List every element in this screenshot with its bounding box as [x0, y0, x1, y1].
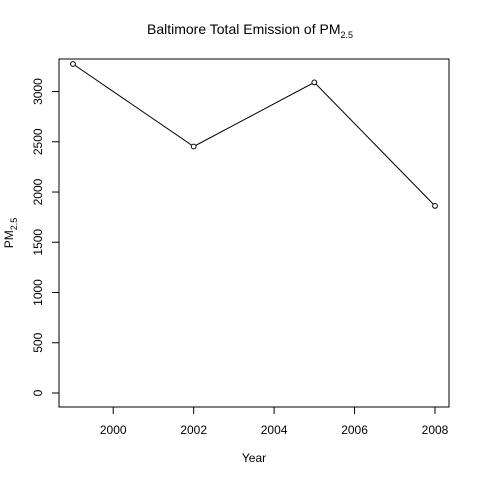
y-tick-label: 1500	[31, 229, 45, 256]
data-point	[70, 61, 76, 67]
y-axis-title: PM2.5	[2, 218, 19, 249]
y-tick-label: 3000	[31, 78, 45, 105]
series-line	[72, 63, 436, 207]
x-tick-label: 2006	[341, 423, 368, 437]
chart-title: Baltimore Total Emission of PM2.5	[147, 21, 353, 40]
y-tick-label: 1000	[31, 279, 45, 306]
data-point	[311, 79, 318, 86]
y-tick-label: 500	[31, 332, 45, 352]
x-axis-title: Year	[242, 451, 266, 465]
x-axis: 2000 2002 2004 2006 2008	[100, 406, 449, 437]
y-tick-label: 2500	[31, 128, 45, 155]
y-tick-label: 2000	[31, 178, 45, 205]
y-axis: 0 500 1000 1500 2000 2500 3000	[31, 78, 60, 396]
x-tick-label: 2008	[422, 423, 449, 437]
x-tick-label: 2000	[100, 423, 127, 437]
y-tick-label: 0	[31, 389, 45, 396]
data-series	[70, 61, 438, 209]
data-point	[190, 143, 197, 150]
data-point	[432, 202, 438, 209]
x-tick-label: 2004	[261, 423, 288, 437]
x-tick-label: 2002	[180, 423, 207, 437]
